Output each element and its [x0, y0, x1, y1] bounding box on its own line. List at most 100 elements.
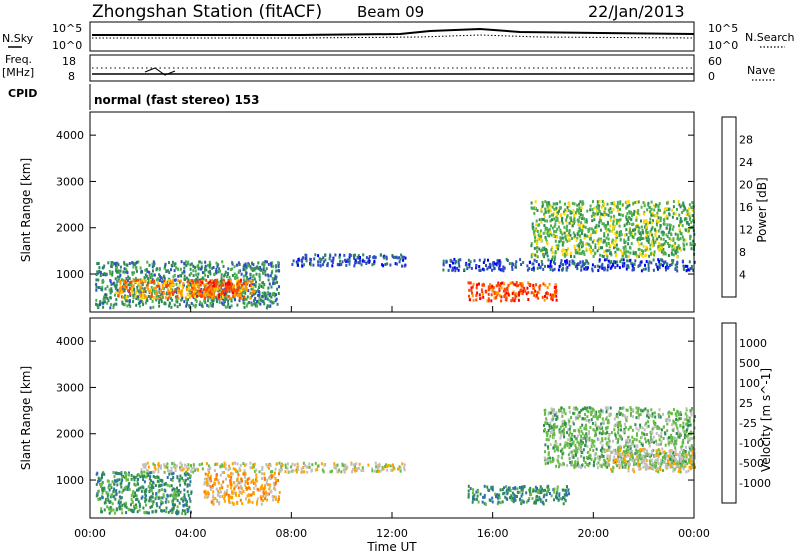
scatter-cell: [133, 482, 136, 486]
scatter-cell: [276, 302, 279, 306]
scatter-cell: [95, 282, 98, 286]
scatter-cell: [137, 278, 139, 282]
scatter-cell: [203, 490, 206, 494]
scatter-cell: [659, 219, 662, 223]
scatter-cell: [164, 296, 167, 300]
scatter-cell: [239, 291, 242, 295]
scatter-cell: [302, 466, 305, 469]
scatter-cell: [149, 497, 152, 501]
scatter-cell: [452, 266, 454, 270]
scatter-cell: [679, 205, 682, 209]
scatter-cell: [269, 261, 272, 265]
scatter-cell: [687, 207, 690, 211]
scatter-cell: [218, 300, 221, 304]
scatter-cell: [228, 287, 231, 291]
scatter-cell: [619, 260, 622, 263]
scatter-cell: [199, 292, 202, 296]
scatter-cell: [275, 277, 277, 281]
colorbar-tick-label: 12: [739, 224, 753, 237]
scatter-cell: [513, 299, 516, 303]
scatter-cell: [693, 260, 696, 264]
scatter-cell: [545, 248, 547, 251]
scatter-cell: [576, 460, 579, 464]
scatter-cell: [468, 281, 471, 285]
scatter-cell: [104, 501, 107, 505]
scatter-cell: [146, 511, 149, 515]
scatter-cell: [689, 234, 692, 238]
scatter-cell: [627, 464, 630, 468]
scatter-cell: [129, 283, 131, 287]
scatter-cell: [569, 436, 572, 440]
scatter-cell: [284, 463, 287, 467]
scatter-cell: [581, 417, 584, 421]
scatter-cell: [642, 267, 645, 271]
scatter-cell: [579, 426, 582, 430]
scatter-cell: [547, 447, 550, 450]
scatter-cell: [588, 227, 591, 231]
scatter-cell: [539, 232, 542, 236]
scatter-cell: [526, 264, 529, 268]
scatter-cell: [658, 235, 661, 239]
scatter-cell: [170, 493, 173, 497]
scatter-cell: [183, 493, 186, 497]
scatter-cell: [553, 490, 556, 494]
scatter-cell: [687, 419, 690, 423]
scatter-cell: [454, 261, 457, 265]
scatter-cell: [164, 262, 167, 266]
scatter-cell: [206, 287, 209, 291]
scatter-cell: [660, 243, 663, 247]
scatter-cell: [151, 510, 154, 514]
scatter-cell: [112, 471, 115, 474]
scatter-cell: [202, 293, 205, 297]
scatter-cell: [170, 263, 173, 267]
scatter-cell: [139, 486, 142, 490]
scatter-cell: [331, 261, 334, 264]
scatter-cell: [554, 219, 557, 223]
scatter-cell: [547, 264, 550, 268]
scatter-cell: [140, 290, 143, 294]
scatter-cell: [198, 463, 201, 467]
scatter-cell: [165, 283, 168, 287]
scatter-cell: [666, 223, 669, 227]
scatter-cell: [469, 260, 472, 264]
scatter-cell: [231, 267, 234, 271]
scatter-cell: [355, 462, 358, 466]
scatter-cell: [165, 506, 168, 510]
scatter-cell: [107, 261, 110, 265]
scatter-cell: [174, 288, 177, 292]
scatter-cell: [116, 483, 119, 487]
scatter-cell: [301, 260, 304, 264]
scatter-cell: [609, 260, 612, 264]
scatter-cell: [602, 255, 605, 258]
scatter-cell: [401, 255, 404, 259]
scatter-cell: [401, 264, 403, 268]
scatter-cell: [301, 257, 304, 261]
scatter-cell: [661, 233, 664, 236]
scatter-cell: [458, 264, 461, 268]
scatter-cell: [108, 288, 111, 292]
scatter-cell: [506, 497, 509, 501]
scatter-cell: [569, 211, 572, 215]
scatter-cell: [573, 449, 576, 453]
scatter-cell: [606, 408, 609, 412]
scatter-cell: [597, 240, 600, 243]
scatter-cell: [178, 478, 181, 482]
scatter-cell: [160, 488, 163, 492]
scatter-cell: [680, 417, 682, 421]
scatter-cell: [125, 511, 128, 515]
scatter-cell: [340, 470, 343, 474]
scatter-cell: [376, 469, 378, 473]
scatter-cell: [112, 306, 115, 310]
scatter-cell: [128, 290, 131, 294]
scatter-cell: [168, 484, 171, 488]
scatter-cell: [659, 226, 662, 230]
scatter-cell: [467, 484, 470, 488]
scatter-cell: [668, 223, 671, 227]
scatter-cell: [172, 475, 175, 479]
scatter-cell: [182, 479, 185, 482]
scatter-cell: [203, 482, 206, 486]
scatter-cell: [657, 413, 660, 416]
scatter-cell: [213, 287, 216, 291]
scatter-cell: [242, 290, 245, 294]
scatter-cell: [674, 448, 677, 452]
